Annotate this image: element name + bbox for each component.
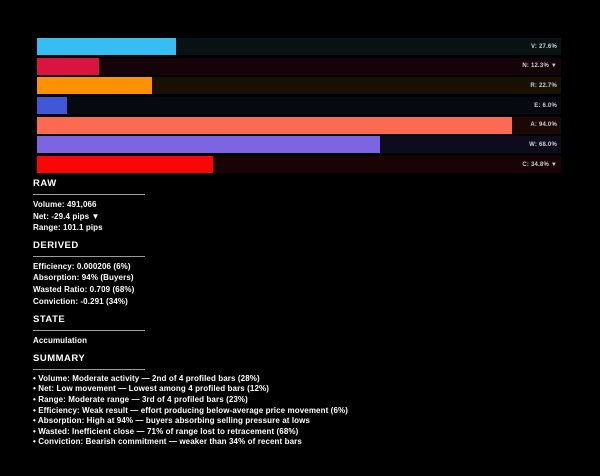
raw-volume-value: Volume: 491,066 [33,200,97,209]
bar-efficiency [37,97,68,115]
state-value: Accumulation [33,336,88,346]
derived-conviction-value: Conviction: -0.291 (34%) [33,296,128,306]
section-divider [33,194,145,195]
profile-bar-chart: V: 27.6% N: 12.3% ▼ R: 22.7% E: 6.0% A: … [37,38,561,176]
section-title-summary: SUMMARY [33,352,86,364]
summary-efficiency-line: • Efficiency: Weak result — effort produ… [33,405,348,415]
section-title-derived: DERIVED [33,239,79,251]
stats-panel: RAW Volume: 491,066 Net: -29.4 pips ▼ Ra… [33,172,573,448]
bar-row-absorption: A: 94.0% [37,116,561,134]
section-raw: RAW Volume: 491,066 Net: -29.4 pips ▼ Ra… [33,178,573,234]
derived-efficiency-value: Efficiency: 0.000206 (6%) [33,261,131,271]
bar-label-range: R: 22.7% [530,82,557,89]
section-divider [33,255,145,257]
summary-conviction-line: • Conviction: Bearish commitment — weake… [33,437,302,447]
summary-absorption-line: • Absorption: High at 94% — buyers absor… [33,416,311,426]
bar-volume [37,38,177,55]
bar-row-net: N: 12.3% ▼ [37,57,561,75]
raw-range-value: Range: 101.1 pips [33,223,103,233]
summary-net-line: • Net: Low movement — Lowest among 4 pro… [33,384,269,394]
summary-wasted-line: • Wasted: Inefficient close — 71% of ran… [33,426,299,436]
section-title-state: STATE [33,314,66,326]
bar-label-absorption: A: 94.0% [530,122,557,129]
bar-label-volume: V: 27.6% [531,43,557,50]
bar-label-efficiency: E: 6.0% [534,102,557,109]
bar-row-volume: V: 27.6% [37,38,561,55]
raw-net-value: Net: -29.4 pips ▼ [33,211,100,221]
section-title-raw: RAW [33,178,57,189]
bar-label-conviction: C: 34.8% ▼ [522,161,557,168]
summary-volume-line: • Volume: Moderate activity — 2nd of 4 p… [33,373,260,383]
bar-row-conviction: C: 34.8% ▼ [37,156,561,174]
derived-wasted-ratio-value: Wasted Ratio: 0.709 (68%) [33,284,135,294]
bar-row-wasted: W: 68.0% [37,136,561,154]
bar-conviction [37,156,213,174]
bar-range [37,77,152,95]
section-state: STATE Accumulation [33,314,573,347]
section-derived: DERIVED Efficiency: 0.000206 (6%) Absorp… [33,240,573,307]
bar-row-efficiency: E: 6.0% [37,97,561,115]
section-summary: SUMMARY • Volume: Moderate activity — 2n… [33,353,573,448]
bar-label-net: N: 12.3% ▼ [522,63,557,70]
bar-net [37,57,100,75]
bar-row-range: R: 22.7% [37,77,561,95]
derived-absorption-value: Absorption: 94% (Buyers) [33,273,134,283]
bar-absorption [37,116,512,134]
bar-wasted [37,136,381,154]
section-divider [33,368,145,370]
summary-range-line: • Range: Moderate range — 3rd of 4 profi… [33,394,248,404]
section-divider [33,330,145,332]
bar-label-wasted: W: 68.0% [529,141,557,148]
